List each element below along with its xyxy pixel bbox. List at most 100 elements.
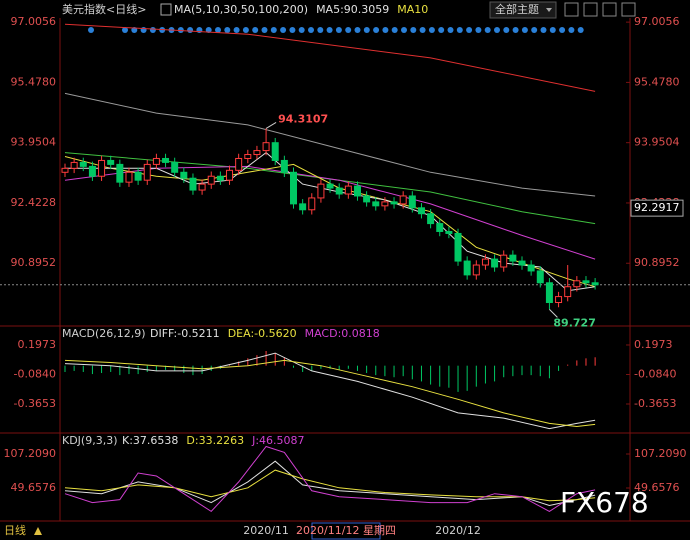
candle-body — [363, 195, 371, 203]
candle-body — [509, 254, 517, 262]
event-dot — [577, 27, 584, 33]
cursor-date: 2020/11/12 星期四 — [296, 524, 396, 537]
legend-entry: DEA:-0.5620 — [228, 327, 297, 340]
candle-body — [198, 183, 206, 191]
cursor-date-box — [311, 522, 381, 540]
candle-body — [79, 161, 87, 167]
candle-body — [61, 167, 69, 173]
event-dot — [494, 27, 500, 33]
indicator-icon[interactable] — [160, 3, 172, 16]
candle-body — [125, 171, 133, 183]
event-dot — [289, 27, 296, 33]
event-dot — [335, 27, 342, 33]
event-dot — [298, 27, 305, 33]
cursor-value-box — [630, 199, 684, 217]
candle-body — [98, 159, 106, 177]
indicator-line — [64, 445, 596, 513]
indicator-line — [64, 23, 596, 92]
candle-body — [545, 282, 553, 304]
event-dot — [215, 27, 221, 33]
legend-entry: K:37.6538 — [122, 434, 178, 447]
event-dot — [438, 27, 445, 33]
candle-body — [408, 195, 416, 209]
candle-body — [582, 280, 590, 284]
toolbar-icon[interactable] — [583, 2, 598, 17]
event-dot — [447, 27, 454, 33]
event-dot — [88, 27, 94, 33]
candle-body — [555, 296, 563, 304]
annotation-pointer — [549, 308, 558, 318]
y-tick-label: 49.6576 — [11, 481, 57, 494]
candle-body — [445, 230, 453, 234]
period-arrow[interactable] — [34, 527, 42, 535]
legend-entry: DIFF:-0.5211 — [150, 327, 220, 340]
event-dot — [308, 27, 314, 33]
toolbar-icon[interactable] — [621, 2, 636, 17]
toolbar-icon[interactable] — [564, 2, 579, 17]
candle-body — [536, 270, 544, 284]
y-tick-label: -0.3653 — [14, 397, 56, 410]
candle-body — [308, 197, 316, 211]
y-tick-label: 107.2090 — [4, 447, 57, 460]
candle-body — [70, 161, 78, 169]
legend-entry: MACD:0.0818 — [305, 327, 380, 340]
y-tick-label: 93.9504 — [11, 136, 57, 149]
event-dot — [270, 27, 277, 33]
candle-body — [344, 185, 352, 195]
event-dot — [354, 27, 361, 33]
candle-body — [244, 154, 252, 159]
event-dot — [317, 27, 324, 33]
candle-body — [399, 195, 407, 205]
event-dot — [122, 27, 128, 33]
indicator-line — [64, 469, 596, 502]
candle-body — [335, 187, 343, 195]
candle-body — [171, 161, 179, 173]
candle-body — [372, 201, 380, 207]
candle-body — [417, 207, 425, 215]
candle-body — [472, 264, 480, 276]
event-dot — [419, 27, 426, 33]
candle-body — [116, 163, 124, 183]
candle-body — [518, 260, 526, 266]
indicator-line — [64, 359, 596, 428]
candle-body — [235, 157, 243, 171]
event-dot — [252, 27, 259, 33]
y-tick-label: 97.0056 — [634, 15, 680, 28]
candle-body — [591, 282, 599, 286]
candle-body — [454, 232, 462, 262]
panel-title: 美元指数<日线> — [62, 2, 146, 16]
event-dot — [205, 27, 212, 33]
event-dot — [187, 27, 194, 33]
event-dot — [521, 27, 528, 33]
y-tick-label: 95.4780 — [11, 75, 57, 88]
candle-body — [326, 183, 334, 189]
indicator-line — [64, 460, 596, 507]
indicator-line — [64, 92, 596, 197]
toolbar-icon[interactable] — [602, 2, 617, 17]
theme-dropdown[interactable] — [489, 1, 557, 19]
annotation-pointer — [265, 122, 277, 129]
candle-body — [88, 165, 96, 177]
event-dot — [428, 27, 435, 33]
candle-body — [134, 171, 142, 181]
period-label: 日线 — [4, 523, 26, 537]
y-tick-label: 90.8952 — [11, 256, 57, 269]
candle-body — [253, 150, 261, 156]
candle-body — [180, 171, 188, 179]
event-dot — [456, 27, 463, 33]
event-dot — [280, 27, 287, 33]
event-dot — [177, 27, 184, 33]
event-dot — [149, 27, 156, 33]
x-tick-label: 2020/11 — [243, 524, 289, 537]
event-dot — [466, 27, 473, 33]
event-dot — [401, 27, 407, 33]
y-tick-label: 95.4780 — [634, 75, 680, 88]
candle-body — [427, 213, 435, 225]
candle-body — [353, 185, 361, 197]
candle-body — [390, 201, 398, 205]
indicator-line — [64, 352, 596, 430]
candle-body — [226, 169, 234, 181]
candle-body — [143, 163, 151, 181]
